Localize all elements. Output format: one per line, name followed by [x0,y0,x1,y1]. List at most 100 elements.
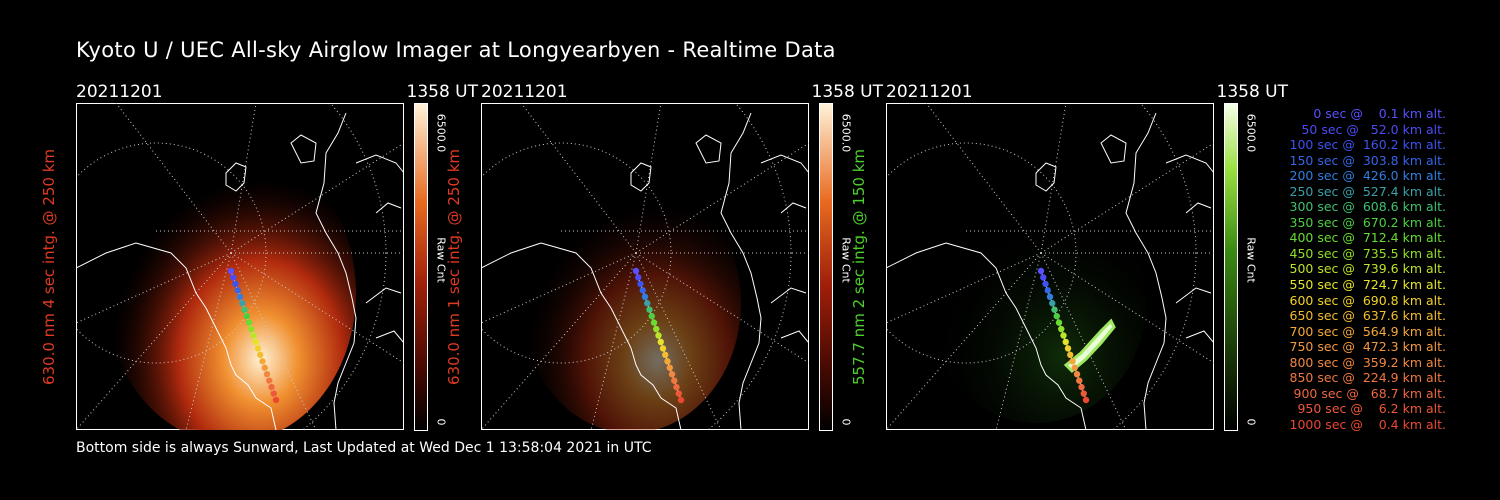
trajectory-point [646,306,653,313]
trajectory-point [655,332,662,339]
page-title: Kyoto U / UEC All-sky Airglow Imager at … [76,38,836,62]
airglow-emission [926,183,1146,423]
trajectory-point [1069,358,1076,365]
grid-circle [886,142,1077,364]
panel-date: 20211201 [76,82,163,102]
legend-row: 750 sec @ 472.3 km alt. [1285,339,1447,355]
trajectory-point [648,312,655,320]
trajectory-point [252,338,259,346]
colorbar [819,103,833,431]
trajectory-point [1049,300,1056,307]
grid-line [635,252,722,430]
trajectory-point [241,306,248,313]
grid-line [886,252,1042,324]
trajectory-point [1076,377,1083,384]
trajectory-point [266,377,273,384]
trajectory-point [1053,312,1060,320]
trajectory-point [232,280,239,288]
grid-circle [301,103,387,430]
trajectory-point [637,280,644,288]
colorbar-min-label: 0 [1244,418,1258,426]
trajectory-point [641,293,649,300]
trajectory-point [248,325,255,333]
trajectory-point [236,293,244,300]
trajectory-legend: 0 sec @ 0.1 km alt. 50 sec @ 52.0 km alt… [1262,106,1447,432]
legend-row: 950 sec @ 6.2 km alt. [1293,401,1446,417]
legend-row: 400 sec @ 712.4 km alt. [1285,230,1447,246]
trajectory-point [250,332,257,339]
legend-row: 500 sec @ 739.6 km alt. [1285,261,1447,277]
grid-line [995,252,1042,430]
grid-line [886,252,1042,430]
grid-circle [706,103,792,430]
trajectory-point [245,319,253,326]
trajectory-point [230,274,237,281]
panel-side-label: 557.7 nm 2 sec intg. @ 150 km [850,148,868,385]
trajectory-point [259,358,266,365]
trajectory-point [1051,306,1058,313]
colorbar-unit-label: Raw Cnt [1244,237,1258,283]
legend-row: 700 sec @ 564.9 km alt. [1285,323,1447,339]
legend-row: 200 sec @ 426.0 km alt. [1285,168,1447,184]
legend-row: 450 sec @ 735.5 km alt. [1285,245,1447,261]
trajectory-point [675,390,682,397]
legend-row: 800 sec @ 359.2 km alt. [1285,354,1447,370]
grid-line [1040,103,1067,254]
colorbar [414,103,428,431]
airglow-emission [521,173,741,430]
trajectory-point [1073,371,1081,378]
legend-row: 650 sec @ 637.6 km alt. [1285,308,1447,324]
trajectory-point [1082,396,1090,404]
panel-date: 20211201 [886,82,973,102]
trajectory-point [268,383,275,391]
trajectory-point [263,371,271,378]
trajectory-point [666,364,673,371]
trajectory-point [673,383,680,391]
panel-time: 1358 UT [1216,82,1289,102]
trajectory-point [1044,287,1051,294]
imager-panel-2: 20211201 1358 UT 630.0 nm 1 sec intg. @ … [445,80,884,440]
grid-line [76,252,232,324]
grid-line [185,252,232,430]
airglow-emission [106,143,356,430]
trajectory-point [257,351,264,359]
legend-row: 50 sec @ 52.0 km alt. [1293,121,1446,137]
imager-panel-1: 20211201 1358 UT 630.0 nm 4 sec intg. @ … [40,80,478,440]
coastline [886,112,1214,430]
legend-row: 550 sec @ 724.7 km alt. [1285,277,1447,293]
trajectory-point [639,287,646,294]
legend-row: 300 sec @ 608.6 km alt. [1285,199,1447,215]
legend-row: 900 sec @ 68.7 km alt. [1289,385,1446,401]
trajectory-point [272,396,280,404]
all-sky-image [76,103,404,430]
trajectory-point [632,267,640,275]
trajectory-point [227,267,235,275]
legend-row: 100 sec @ 160.2 km alt. [1285,137,1447,153]
trajectory-point [239,300,246,307]
colorbar [1224,103,1238,431]
coastline [481,112,809,430]
trajectory-point [659,345,667,352]
coastline [76,112,404,430]
trajectory-point [644,300,651,307]
panel-side-label: 630.0 nm 4 sec intg. @ 250 km [40,148,58,385]
trajectory-point [1067,351,1074,359]
grid-line [635,103,662,254]
trajectory-point [254,345,262,352]
trajectory-point [1055,319,1063,326]
imager-panel-3: 20211201 1358 UT 557.7 nm 2 sec intg. @ … [850,80,1289,440]
trajectory-point [1062,338,1069,346]
trajectory-point [1058,325,1065,333]
grid-line [481,252,637,324]
trajectory-point [270,390,277,397]
all-sky-image [481,103,809,430]
trajectory-point [650,319,658,326]
all-sky-image [886,103,1214,430]
legend-row: 0 sec @ 0.1 km alt. [1301,106,1446,121]
legend-row: 150 sec @ 303.8 km alt. [1285,152,1447,168]
trajectory-point [1046,293,1054,300]
trajectory-point [1042,280,1049,288]
legend-row: 350 sec @ 670.2 km alt. [1285,214,1447,230]
panel-time: 1358 UT [811,82,884,102]
footer-note: Bottom side is always Sunward, Last Upda… [76,440,652,456]
